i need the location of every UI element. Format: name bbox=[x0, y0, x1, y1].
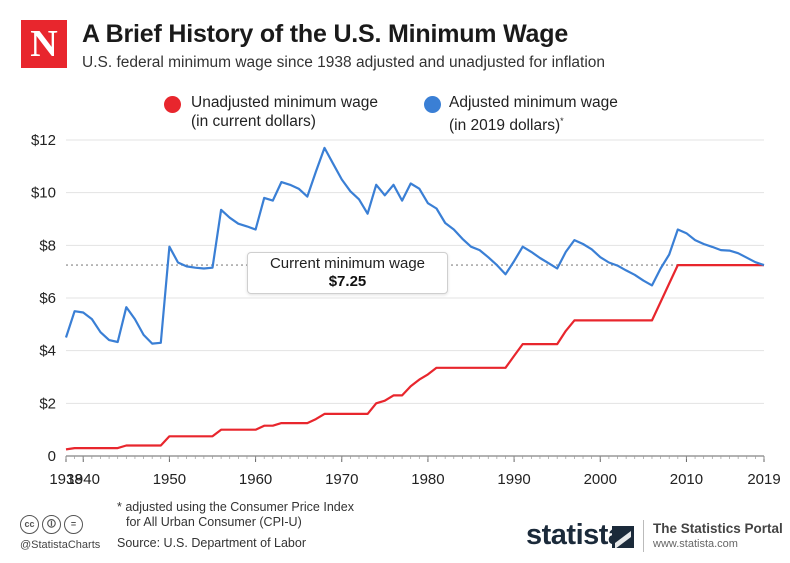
legend-adjusted-dot bbox=[424, 96, 441, 113]
callout-label: Current minimum wage bbox=[269, 255, 426, 272]
callout-value: $7.25 bbox=[328, 273, 367, 290]
y-tick-label: $10 bbox=[31, 185, 56, 202]
attribution-icon: 🛈 bbox=[42, 515, 61, 534]
license-icons: cc 🛈 = bbox=[20, 514, 86, 534]
page-subtitle: U.S. federal minimum wage since 1938 adj… bbox=[82, 54, 606, 71]
footnote-line-1: * adjusted using the Consumer Price Inde… bbox=[117, 500, 354, 514]
adjusted-wage-line bbox=[64, 146, 765, 345]
portal-url: www.statista.com bbox=[653, 538, 738, 550]
x-tick-label: 2010 bbox=[670, 471, 703, 488]
y-tick-label: $6 bbox=[39, 290, 56, 307]
y-tick-label: 0 bbox=[48, 448, 56, 465]
legend-unadjusted-label: Unadjusted minimum wage bbox=[191, 94, 378, 111]
footnote-line-2: for All Urban Consumer (CPI-U) bbox=[126, 515, 302, 529]
statista-mark-icon bbox=[612, 526, 634, 549]
legend-adjusted-marker: * bbox=[560, 116, 564, 126]
brand-divider bbox=[643, 520, 644, 552]
y-tick-label: $8 bbox=[39, 237, 56, 254]
unadjusted-wage-line bbox=[65, 264, 764, 451]
x-tick-label: 1980 bbox=[411, 471, 444, 488]
social-handle: @StatistaCharts bbox=[20, 539, 101, 551]
x-tick-label: 1960 bbox=[239, 471, 272, 488]
legend-adjusted-label: Adjusted minimum wage bbox=[449, 94, 618, 111]
statista-logo: statista bbox=[526, 519, 624, 551]
x-tick-label: 1938 bbox=[49, 471, 82, 488]
x-tick-label: 1940 bbox=[67, 471, 100, 488]
x-tick-label: 2000 bbox=[584, 471, 617, 488]
x-tick-label: 1970 bbox=[325, 471, 358, 488]
x-tick-label: 1950 bbox=[153, 471, 186, 488]
x-tick-label: 1990 bbox=[497, 471, 530, 488]
y-tick-label: $12 bbox=[31, 132, 56, 149]
header: N A Brief History of the U.S. Minimum Wa… bbox=[0, 0, 790, 80]
portal-title: The Statistics Portal bbox=[653, 521, 783, 536]
no-derivatives-icon: = bbox=[64, 515, 83, 534]
x-tick-label: 2019 bbox=[747, 471, 780, 488]
footnote: * adjusted using the Consumer Price Inde… bbox=[117, 500, 354, 530]
legend-unadjusted-dot bbox=[164, 96, 181, 113]
legend-adjusted-sublabel: (in 2019 dollars) bbox=[449, 117, 561, 135]
y-tick-label: $4 bbox=[39, 343, 56, 360]
cc-icon: cc bbox=[20, 515, 39, 534]
source-note: Source: U.S. Department of Labor bbox=[117, 536, 306, 550]
y-tick-label: $2 bbox=[39, 395, 56, 412]
legend-unadjusted-sublabel: (in current dollars) bbox=[191, 113, 316, 130]
page-title: A Brief History of the U.S. Minimum Wage bbox=[82, 20, 569, 48]
newsweek-logo: N bbox=[21, 20, 67, 68]
current-wage-callout: Current minimum wage $7.25 bbox=[247, 252, 448, 294]
